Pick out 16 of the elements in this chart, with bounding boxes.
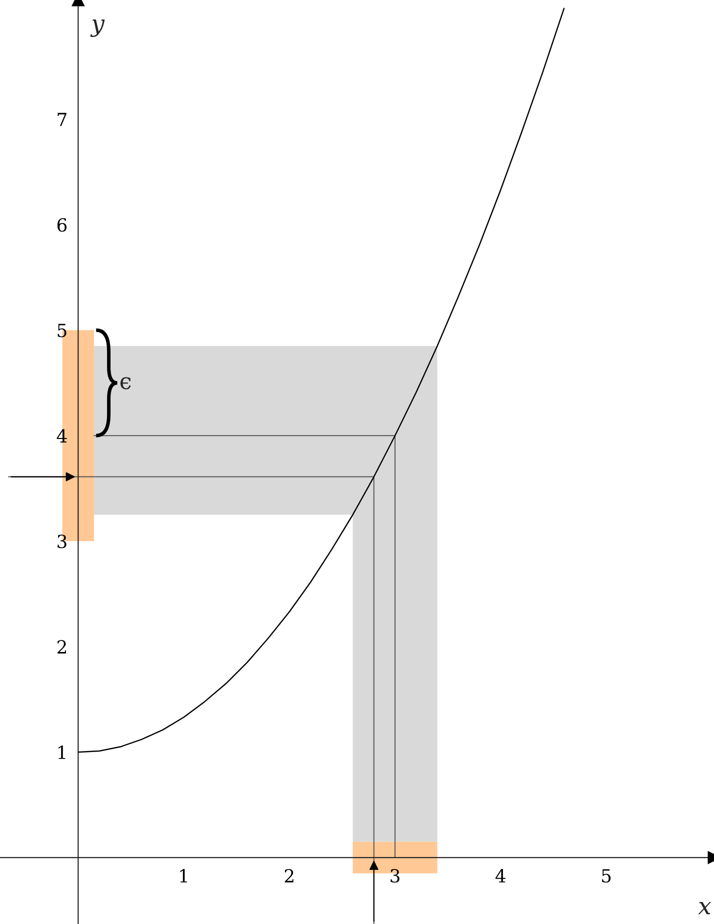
line-series — [78, 8, 565, 753]
y-tick-label: 5 — [58, 324, 66, 338]
y-tick-label: 4 — [56, 429, 67, 442]
x-tick-label: 1 — [180, 868, 187, 882]
y-tick-label: 6 — [57, 218, 67, 232]
x-axis-title: x — [698, 902, 712, 914]
y-tick-label: 2 — [57, 640, 66, 654]
x-tick-label: 2 — [284, 868, 294, 882]
x-tick-label: 5 — [602, 869, 611, 883]
y-tick-label: 7 — [58, 112, 66, 126]
annotation: ϵ — [120, 377, 131, 390]
y-axis-title: y — [90, 19, 105, 37]
y-tick-label: 1 — [58, 746, 66, 759]
y-tick-label: 3 — [58, 534, 66, 548]
x-tick-label: 3 — [390, 868, 400, 883]
x-tick-label: 4 — [495, 868, 506, 882]
